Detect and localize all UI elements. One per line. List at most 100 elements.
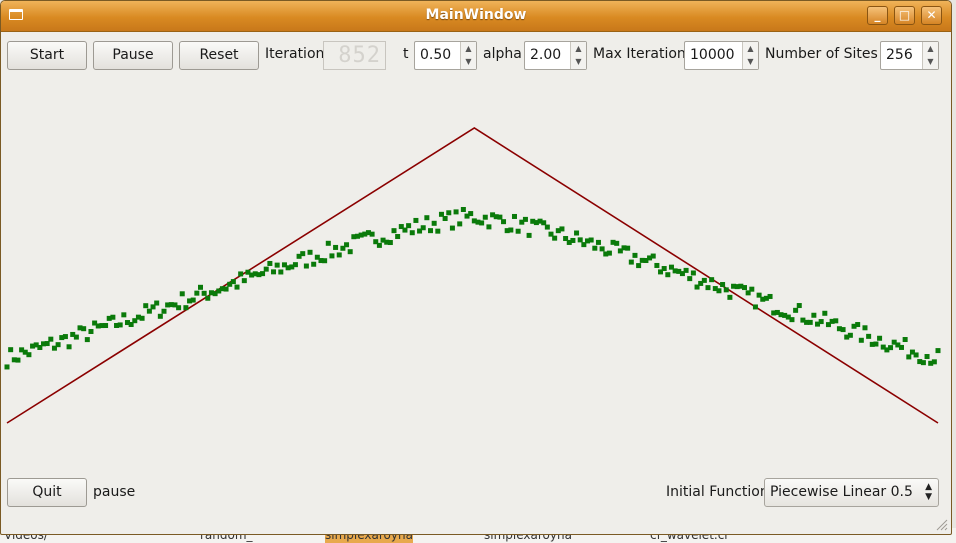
data-point [636, 263, 642, 269]
data-point [482, 214, 488, 220]
minimize-button[interactable]: _ [867, 6, 888, 25]
data-point [712, 286, 718, 292]
data-point [402, 227, 408, 233]
data-point [292, 262, 298, 268]
maximize-button[interactable]: □ [894, 6, 915, 25]
data-point [552, 235, 558, 241]
spin-up-icon[interactable]: ▲ [465, 44, 472, 53]
data-point [26, 352, 32, 358]
data-point [610, 239, 616, 245]
data-point [30, 343, 36, 349]
data-point [855, 322, 861, 328]
data-point [880, 344, 886, 350]
data-point [541, 220, 547, 226]
pause-button[interactable]: Pause [93, 41, 173, 70]
data-point [278, 269, 284, 275]
data-point [785, 314, 791, 320]
alpha-label: alpha [483, 46, 522, 62]
spin-down-icon[interactable]: ▼ [927, 57, 934, 66]
data-point [639, 257, 645, 263]
data-point [303, 263, 309, 269]
quit-button[interactable]: Quit [7, 478, 87, 507]
spin-up-icon[interactable]: ▲ [747, 44, 754, 53]
data-point [44, 341, 50, 347]
data-point [676, 268, 682, 274]
data-point [716, 288, 722, 294]
data-point [668, 264, 674, 270]
data-point [365, 230, 371, 236]
data-point [763, 295, 769, 301]
data-point [563, 236, 569, 242]
reset-button[interactable]: Reset [179, 41, 259, 70]
data-point [614, 240, 620, 246]
initial-function-combobox[interactable]: Piecewise Linear 0.5 ▲ ▼ [764, 478, 939, 507]
data-point [745, 290, 751, 296]
status-text: pause [93, 484, 136, 500]
title-bar[interactable]: MainWindow _ □ ✕ [1, 1, 951, 32]
data-point [227, 281, 233, 287]
data-point [873, 341, 879, 347]
data-point [325, 240, 331, 246]
resize-grip-icon[interactable] [934, 517, 948, 531]
data-point [621, 245, 627, 251]
data-point [526, 232, 532, 238]
spin-down-icon[interactable]: ▼ [575, 57, 582, 66]
data-point [208, 290, 214, 296]
data-point [387, 240, 393, 246]
close-button[interactable]: ✕ [921, 6, 942, 25]
data-point [347, 249, 353, 255]
data-point [380, 237, 386, 243]
data-point [647, 255, 653, 261]
data-point [588, 237, 594, 243]
data-point [898, 344, 904, 350]
data-point [132, 318, 138, 324]
data-point [504, 228, 510, 234]
window-menu-icon[interactable] [9, 9, 23, 20]
data-point [771, 310, 777, 316]
data-point [329, 253, 335, 259]
data-point [723, 287, 729, 293]
data-point [493, 214, 499, 220]
sites-spinbox[interactable]: 256 ▲ ▼ [880, 41, 939, 70]
data-point [862, 325, 868, 331]
data-point [110, 314, 116, 320]
data-point [902, 337, 908, 343]
data-point [194, 290, 200, 296]
data-point [698, 280, 704, 286]
data-point [888, 345, 894, 351]
data-point [183, 305, 189, 311]
data-point [847, 332, 853, 338]
data-point [566, 239, 572, 245]
data-point [168, 302, 174, 308]
data-point [340, 245, 346, 251]
data-point [679, 271, 685, 277]
data-point [475, 219, 481, 225]
data-point [617, 248, 623, 254]
data-point [511, 213, 517, 219]
data-point [460, 206, 466, 212]
spin-down-icon[interactable]: ▼ [747, 57, 754, 66]
data-point [844, 334, 850, 340]
data-point [157, 313, 163, 319]
data-point [121, 312, 127, 318]
data-point [486, 224, 492, 230]
data-point [252, 271, 258, 277]
data-point [782, 312, 788, 318]
spin-up-icon[interactable]: ▲ [927, 44, 934, 53]
data-point [88, 328, 94, 334]
initial-function-value: Piecewise Linear 0.5 [770, 484, 913, 500]
alpha-spinbox[interactable]: 2.00 ▲ ▼ [524, 41, 587, 70]
data-point [825, 322, 831, 328]
data-point [245, 269, 251, 275]
iteration-label: Iteration [265, 46, 325, 62]
t-spinbox[interactable]: 0.50 ▲ ▼ [414, 41, 477, 70]
data-point [267, 260, 273, 266]
data-point [559, 226, 565, 232]
window-title: MainWindow [425, 7, 527, 23]
start-button[interactable]: Start [7, 41, 87, 70]
spin-up-icon[interactable]: ▲ [575, 44, 582, 53]
max-iteration-spinbox[interactable]: 10000 ▲ ▼ [684, 41, 759, 70]
data-point [749, 286, 755, 292]
spin-down-icon[interactable]: ▼ [465, 57, 472, 66]
